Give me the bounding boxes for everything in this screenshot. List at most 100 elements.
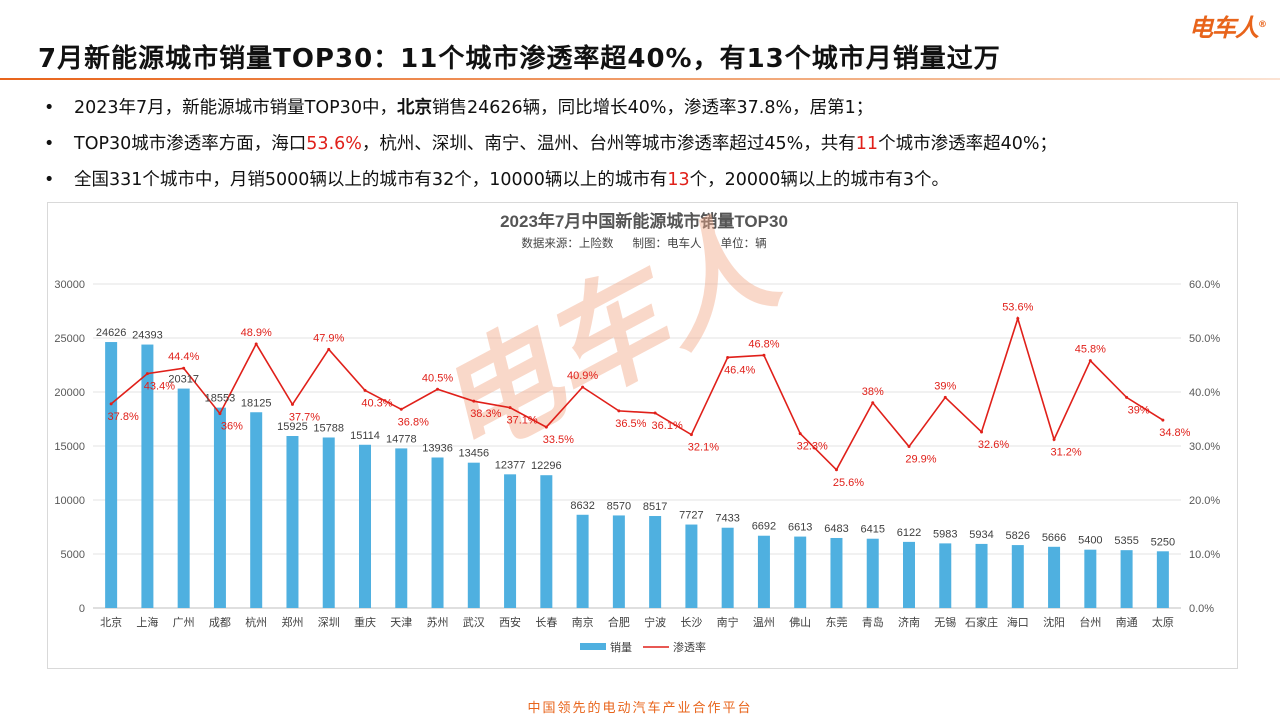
rate-label: 37.8% <box>108 411 139 423</box>
line-point <box>436 387 440 391</box>
brand-logo: 电车人® <box>1189 14 1267 42</box>
line-point <box>182 366 186 370</box>
line-point <box>980 430 984 434</box>
rate-label: 34.8% <box>1159 427 1190 439</box>
bar-value-label: 14778 <box>386 433 417 445</box>
line-point <box>399 407 403 411</box>
x-tick-label: 太原 <box>1152 616 1174 629</box>
rate-label: 40.3% <box>361 397 392 409</box>
bar-value-label: 13456 <box>459 448 490 460</box>
x-tick-label: 海口 <box>1007 615 1029 629</box>
x-tick-label: 成都 <box>209 616 231 629</box>
bar-上海 <box>141 344 154 608</box>
y-left-tick: 20000 <box>54 387 85 399</box>
line-point <box>472 399 476 403</box>
bar-深圳 <box>322 437 335 608</box>
bar-value-label: 6483 <box>824 523 848 535</box>
line-point <box>1052 438 1056 442</box>
line-point <box>1088 359 1092 363</box>
bar-广州 <box>177 388 190 608</box>
rate-label: 37.7% <box>289 411 320 423</box>
x-tick-label: 长沙 <box>680 616 702 629</box>
bar-东莞 <box>830 537 843 608</box>
bar-南通 <box>1120 550 1133 608</box>
rate-label: 48.9% <box>241 327 272 339</box>
x-tick-label: 东莞 <box>825 616 847 629</box>
rate-label: 36.8% <box>398 416 429 428</box>
bar-value-label: 5666 <box>1042 532 1066 544</box>
rate-label: 31.2% <box>1050 447 1081 459</box>
line-point <box>726 355 730 359</box>
legend-label-rate: 渗透率 <box>673 640 706 654</box>
bar-value-label: 6415 <box>860 524 884 536</box>
bar-value-label: 18553 <box>205 393 236 405</box>
bullet-text: 53.6% <box>306 134 362 154</box>
x-tick-label: 上海 <box>136 615 158 629</box>
rate-label: 32.6% <box>978 439 1009 451</box>
bar-苏州 <box>431 457 444 608</box>
y-right-tick: 10.0% <box>1189 549 1220 561</box>
x-tick-label: 广州 <box>173 616 195 629</box>
bar-value-label: 12377 <box>495 459 526 471</box>
title-divider <box>0 78 1280 80</box>
line-point <box>689 433 693 437</box>
x-tick-label: 佛山 <box>789 616 811 629</box>
x-tick-label: 无锡 <box>934 615 956 629</box>
rate-label: 37.1% <box>506 415 537 427</box>
x-tick-label: 杭州 <box>245 615 267 629</box>
bar-value-label: 7433 <box>715 513 739 525</box>
rate-label: 25.6% <box>833 477 864 489</box>
x-tick-label: 深圳 <box>318 616 340 629</box>
bar-value-label: 5934 <box>969 529 993 541</box>
line-point <box>943 395 947 399</box>
bar-value-label: 8517 <box>643 501 667 513</box>
x-tick-label: 郑州 <box>281 615 303 629</box>
bar-西安 <box>504 474 517 608</box>
rate-label: 36.1% <box>652 420 683 432</box>
bar-宁波 <box>649 516 662 608</box>
y-right-tick: 40.0% <box>1189 387 1220 399</box>
line-point <box>218 412 222 416</box>
rate-label: 29.9% <box>905 454 936 466</box>
x-tick-label: 台州 <box>1079 615 1101 629</box>
x-tick-label: 武汉 <box>463 616 485 629</box>
bar-value-label: 24393 <box>132 330 163 342</box>
line-point <box>508 406 512 410</box>
y-left-tick: 30000 <box>54 279 85 291</box>
bullet-item: • 2023年7月，新能源城市销量TOP30中，北京销售24626辆，同比增长40… <box>44 94 1270 130</box>
x-tick-label: 长春 <box>535 616 557 629</box>
line-point <box>762 353 766 357</box>
x-tick-label: 宁波 <box>644 615 666 629</box>
bar-value-label: 24626 <box>96 327 127 339</box>
x-tick-label: 温州 <box>753 616 775 629</box>
y-left-tick: 5000 <box>61 549 85 561</box>
bar-温州 <box>757 535 770 608</box>
bar-value-label: 6122 <box>897 527 921 539</box>
x-tick-label: 青岛 <box>862 615 884 629</box>
y-left-tick: 15000 <box>54 441 85 453</box>
bar-长春 <box>540 475 553 608</box>
x-tick-label: 北京 <box>100 615 122 629</box>
rate-label: 36.5% <box>615 418 646 430</box>
bar-value-label: 20317 <box>168 374 199 386</box>
bar-郑州 <box>286 436 299 608</box>
chart-container: 2023年7月中国新能源城市销量TOP30 数据来源：上险数 制图：电车人 单位… <box>47 195 1238 669</box>
line-point <box>290 402 294 406</box>
bar-value-label: 18125 <box>241 397 272 409</box>
legend-bar-swatch <box>580 643 606 650</box>
x-tick-label: 天津 <box>390 616 412 629</box>
bullet-text: 11 <box>855 134 879 154</box>
bar-南宁 <box>721 527 734 608</box>
rate-label: 39% <box>934 380 956 392</box>
bullet-text: TOP30城市渗透率方面，海口 <box>74 134 307 154</box>
bar-value-label: 15114 <box>350 430 380 442</box>
penetration-line <box>110 315 1164 472</box>
bullet-text: 个，20000辆以上的城市有3个。 <box>689 170 949 190</box>
line-point <box>363 388 367 392</box>
rate-label: 32.3% <box>797 441 828 453</box>
rate-label: 43.4% <box>144 381 175 393</box>
bar-南京 <box>576 514 589 608</box>
rate-label: 38.3% <box>470 408 501 420</box>
bullet-item: • 全国331个城市中，月销5000辆以上的城市有32个，10000辆以上的城市有… <box>44 166 1270 202</box>
bar-value-label: 7727 <box>679 510 703 522</box>
